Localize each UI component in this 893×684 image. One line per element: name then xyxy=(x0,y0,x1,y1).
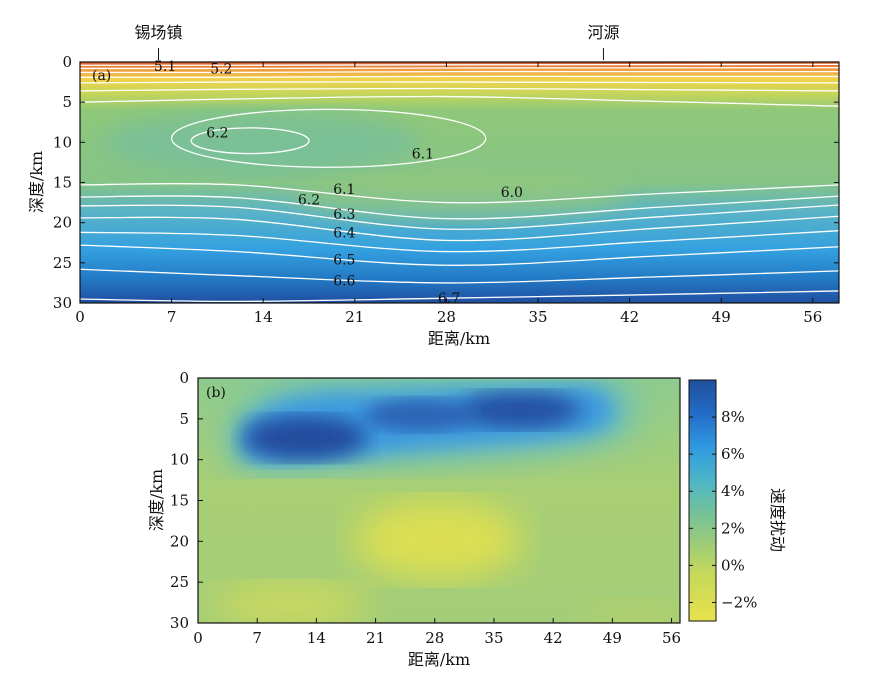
contour-line xyxy=(80,87,839,92)
x-tick-label: 35 xyxy=(528,308,547,326)
panel-a-field xyxy=(80,62,839,303)
panel-b-ticks: 0 7 14 21 28 35 42 49 56 0 5 10 15 20 25 30 xyxy=(170,369,681,647)
colorbar-tick-label: −2% xyxy=(721,593,757,611)
x-tick-label: 56 xyxy=(662,629,681,647)
y-tick-label: 5 xyxy=(62,93,72,111)
x-tick-label: 14 xyxy=(254,308,273,326)
contour-label: 6.2 xyxy=(298,192,320,208)
station-markers: 锡场镇 河源 xyxy=(135,23,619,60)
contour-label: 6.1 xyxy=(412,147,434,163)
contour-line xyxy=(80,195,839,220)
contour-line xyxy=(80,95,839,107)
contour-line xyxy=(80,230,839,253)
contour-label: 6.5 xyxy=(333,253,355,269)
positive-anomaly-core-right xyxy=(460,392,580,428)
x-tick-label: 0 xyxy=(193,629,203,647)
velocity-low-body xyxy=(290,174,630,222)
contour-label: 6.4 xyxy=(333,225,355,241)
x-tick-label: 49 xyxy=(712,308,731,326)
contour-line xyxy=(80,244,839,266)
x-tick-label: 7 xyxy=(252,629,262,647)
panel-b: 0 7 14 21 28 35 42 49 56 0 5 10 15 20 25 30 (b) 距离/km 深… xyxy=(147,369,787,669)
colorbar-tick-label: 6% xyxy=(721,445,745,463)
negative-anomaly-deep xyxy=(353,500,523,580)
x-tick-label: 28 xyxy=(425,629,444,647)
x-tick-label: 7 xyxy=(167,308,177,326)
contour-line xyxy=(80,182,839,204)
y-tick-label: 10 xyxy=(53,133,72,151)
y-tick-label: 30 xyxy=(53,294,72,312)
contour-label: 6.3 xyxy=(333,207,355,223)
contour-label: 6.1 xyxy=(333,182,355,198)
contour-line xyxy=(80,66,839,70)
panel-a-ticks: 0 7 14 21 28 35 42 49 56 0 5 10 15 20 25 30 xyxy=(53,53,839,326)
y-tick-label: 15 xyxy=(53,174,72,192)
panel-a-x-axis-label: 距离/km xyxy=(428,329,490,348)
x-tick-label: 21 xyxy=(345,308,364,326)
closed-contour xyxy=(190,127,310,155)
velocity-high-body xyxy=(100,110,420,174)
contour-labels: 5.1 5.2 6.2 6.1 6.1 6.0 6.2 6.3 6.4 6.5 6.6 6.7 xyxy=(154,59,523,307)
station-label: 河源 xyxy=(587,23,619,42)
contour-label: 6.6 xyxy=(333,274,355,290)
contour-label: 5.1 xyxy=(154,59,176,75)
x-tick-label: 28 xyxy=(437,308,456,326)
contour-line xyxy=(80,215,839,242)
panel-b-x-axis-label: 距离/km xyxy=(408,650,470,669)
x-tick-label: 42 xyxy=(620,308,639,326)
x-tick-label: 49 xyxy=(603,629,622,647)
x-tick-label: 35 xyxy=(484,629,503,647)
contour-line xyxy=(80,81,839,84)
y-tick-label: 5 xyxy=(179,410,189,428)
contour-line xyxy=(80,75,839,78)
colorbar-tick-label: 0% xyxy=(721,556,745,574)
contour-label: 6.0 xyxy=(501,185,523,201)
x-tick-label: 56 xyxy=(803,308,822,326)
y-tick-label: 25 xyxy=(170,573,189,591)
colorbar-tick-label: 4% xyxy=(721,482,745,500)
y-tick-label: 25 xyxy=(53,254,72,272)
station-label: 锡场镇 xyxy=(135,23,183,42)
y-tick-label: 15 xyxy=(170,492,189,510)
panel-a-label: (a) xyxy=(92,68,111,84)
contour-line xyxy=(80,204,839,230)
y-tick-label: 20 xyxy=(53,214,72,232)
x-tick-label: 21 xyxy=(366,629,385,647)
panel-b-field xyxy=(198,378,680,623)
contour-label: 6.7 xyxy=(438,291,460,307)
x-tick-label: 42 xyxy=(544,629,563,647)
positive-anomaly-core-left xyxy=(243,416,367,460)
colorbar-tick-label: 2% xyxy=(721,519,745,537)
negative-anomaly-right xyxy=(580,600,680,623)
panel-b-y-axis-label: 深度/km xyxy=(147,469,166,531)
y-tick-label: 20 xyxy=(170,532,189,550)
y-tick-label: 0 xyxy=(62,53,72,71)
colorbar-label: 速度扰动 xyxy=(768,488,787,552)
y-tick-label: 10 xyxy=(170,451,189,469)
negative-anomaly-bottom xyxy=(210,583,370,623)
closed-contour xyxy=(170,108,487,168)
x-tick-label: 0 xyxy=(75,308,85,326)
contour-lines xyxy=(80,63,839,303)
contour-label: 6.2 xyxy=(206,126,228,142)
contour-line xyxy=(80,70,839,74)
colorbar xyxy=(688,379,717,622)
y-tick-label: 30 xyxy=(170,614,189,632)
positive-anomaly-core-middle xyxy=(365,399,475,431)
colorbar-tick-label: 8% xyxy=(721,408,745,426)
colorbar-ticks: 8% 6% 4% 2% 0% −2% xyxy=(689,408,757,611)
contour-label: 5.2 xyxy=(210,61,232,77)
y-tick-label: 0 xyxy=(179,369,189,387)
x-tick-label: 14 xyxy=(307,629,326,647)
contour-line xyxy=(80,268,839,284)
panel-b-label: (b) xyxy=(206,385,226,401)
panel-a-y-axis-label: 深度/km xyxy=(27,151,46,213)
